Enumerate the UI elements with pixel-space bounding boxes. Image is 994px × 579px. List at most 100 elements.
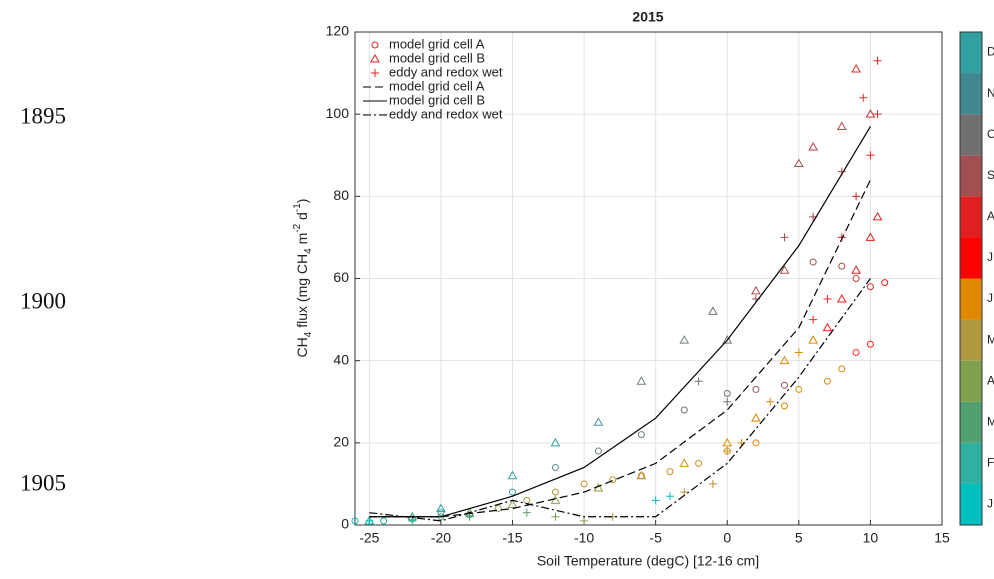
side-label: 1905 [20,470,66,495]
plus-marker [522,508,531,517]
colorbar-label: N [987,86,994,100]
circle-marker [523,496,531,504]
plus-marker [708,479,717,488]
x-tick-label: 0 [723,530,731,546]
plus-marker [371,69,379,77]
colorbar-segment [960,114,982,156]
plus-marker [866,151,875,160]
plus-marker [852,192,861,201]
legend-label: model grid cell A [389,78,485,93]
triangle-marker [636,376,647,385]
plot-frame [354,31,943,526]
colorbar-segment [960,442,982,484]
colorbar-label: D [987,45,994,59]
plus-marker [873,56,882,65]
side-label: 1900 [20,288,66,313]
colorbar-label: J [987,291,993,305]
plus-marker [873,110,882,119]
circle-marker [508,488,516,496]
colorbar-frame [959,31,983,526]
triangle-marker [808,142,819,151]
triangle-marker [779,355,790,365]
plus-marker [723,447,732,456]
colorbar-segment [960,360,982,402]
circle-marker [380,517,388,525]
colorbar-label: J [987,497,993,511]
x-tick-label: 15 [934,530,950,546]
triangle-marker [679,458,690,467]
legend-label: model grid cell A [389,36,485,51]
circle-marker [551,488,559,496]
fit-line [369,278,871,522]
plus-marker [694,377,703,386]
plus-marker [651,496,660,505]
plus-marker [766,397,775,406]
circle-marker [695,459,703,467]
circle-marker [723,390,731,398]
plus-marker [665,492,674,501]
triangle-marker [550,495,561,504]
circle-marker [637,431,645,439]
circle-marker [680,406,688,414]
fit-line [369,126,871,518]
circle-marker [809,258,817,266]
circle-marker [852,275,860,282]
circle-marker [609,476,617,484]
circle-marker [866,340,874,348]
plus-marker [723,397,732,406]
triangle-marker [779,265,790,274]
x-tick-label: -5 [649,530,662,546]
x-tick-label: -25 [359,530,379,546]
chart-title: 2015 [632,9,663,25]
triangle-marker [751,413,761,422]
colorbar-label: M [987,332,994,346]
plus-marker [365,516,374,525]
y-tick-label: 80 [333,187,349,203]
triangle-marker [822,322,833,332]
triangle-marker [370,53,380,63]
triangle-marker [836,294,847,303]
fit-line [369,179,871,518]
circle-marker [852,348,860,356]
triangle-marker [808,335,819,344]
triangle-marker [593,417,604,426]
circle-marker [881,279,889,287]
colorbar-segment [960,155,982,197]
circle-marker [866,283,874,291]
triangle-marker [836,121,847,130]
colorbar-label: F [987,456,994,470]
colorbar-label: O [987,127,994,141]
circle-marker [752,439,760,447]
triangle-marker [872,211,883,221]
colorbar-segment [960,278,982,320]
colorbar-segment [960,237,982,279]
triangle-marker [507,470,518,480]
colorbar-segment [960,73,982,115]
colorbar-label: A [987,373,994,387]
colorbar-segment [960,401,982,443]
colorbar-segment [960,319,982,361]
plus-marker [823,295,832,304]
circle-marker [666,468,674,476]
plus-marker [465,512,474,521]
legend-label: model grid cell B [389,50,485,65]
triangle-marker [507,499,518,508]
triangle-marker [708,306,718,315]
x-tick-label: -15 [502,530,522,546]
colorbar-label: J [987,250,993,264]
plus-marker [551,512,560,521]
colorbar-label: S [987,168,994,182]
y-tick-label: 60 [333,269,349,285]
triangle-marker [679,335,690,344]
triangle-marker [751,285,761,295]
circle-marker [823,377,831,385]
side-label: 1895 [20,103,66,128]
colorbar-segment [960,196,982,238]
plus-marker [859,93,868,102]
triangle-marker [722,335,733,344]
triangle-marker [636,470,647,480]
colorbar-segment [960,483,982,525]
circle-marker [795,385,803,393]
triangle-marker [436,503,446,513]
circle-marker [838,365,846,373]
